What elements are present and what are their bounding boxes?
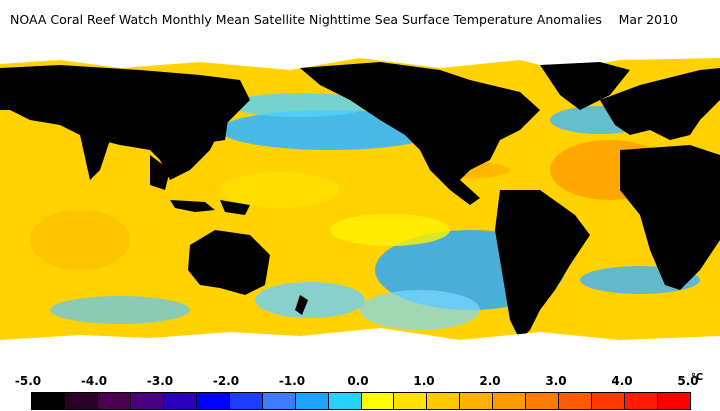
color-swatch — [625, 393, 659, 409]
color-swatch — [526, 393, 560, 409]
color-swatch — [196, 393, 230, 409]
tick-label: -3.0 — [146, 374, 174, 388]
tick-label: 0.0 — [347, 374, 369, 388]
map-date: Mar 2010 — [618, 12, 678, 27]
color-swatch — [658, 393, 691, 409]
tick-label: -2.0 — [212, 374, 240, 388]
color-swatch — [32, 393, 65, 409]
sst-anomaly-map — [0, 40, 720, 370]
map-title: NOAA Coral Reef Watch Monthly Mean Satel… — [10, 12, 602, 27]
color-swatch — [64, 393, 98, 409]
color-bar — [31, 392, 691, 410]
color-swatch — [559, 393, 593, 409]
continents — [0, 62, 720, 340]
tick-label: 3.0 — [545, 374, 567, 388]
color-swatch — [427, 393, 461, 409]
color-swatch — [460, 393, 494, 409]
unit-label: °C — [690, 372, 704, 383]
color-swatch — [97, 393, 131, 409]
tick-label: 5.0 — [677, 374, 699, 388]
tick-label: -4.0 — [80, 374, 108, 388]
map-title-bar: NOAA Coral Reef Watch Monthly Mean Satel… — [0, 0, 720, 40]
color-scale: -5.0 -4.0 -3.0 -2.0 -1.0 0.0 1.0 2.0 3.0… — [0, 370, 720, 411]
color-swatch — [328, 393, 362, 409]
color-swatch — [163, 393, 197, 409]
color-swatch — [361, 393, 395, 409]
color-swatch — [493, 393, 527, 409]
color-swatch — [295, 393, 329, 409]
scale-ticks: -5.0 -4.0 -3.0 -2.0 -1.0 0.0 1.0 2.0 3.0… — [0, 372, 720, 390]
color-swatch — [229, 393, 263, 409]
tick-label: -1.0 — [278, 374, 306, 388]
tick-label: 4.0 — [611, 374, 633, 388]
tick-label: 1.0 — [413, 374, 435, 388]
tick-label: -5.0 — [14, 374, 42, 388]
color-swatch — [592, 393, 626, 409]
color-swatch — [394, 393, 428, 409]
color-swatch — [130, 393, 164, 409]
color-swatch — [262, 393, 296, 409]
world-map-svg — [0, 40, 720, 370]
tick-label: 2.0 — [479, 374, 501, 388]
arctic-ice — [0, 40, 720, 70]
